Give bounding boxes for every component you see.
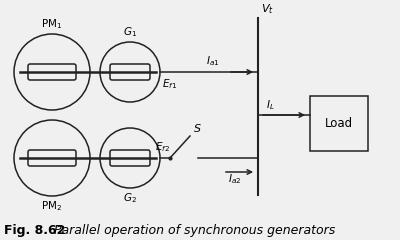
Text: PM$_1$: PM$_1$	[41, 17, 63, 31]
Text: $S$: $S$	[193, 122, 202, 134]
Text: $G_2$: $G_2$	[123, 191, 137, 205]
Text: Parallel operation of synchronous generators: Parallel operation of synchronous genera…	[42, 224, 335, 237]
Text: PM$_2$: PM$_2$	[42, 199, 62, 213]
Text: Load: Load	[325, 117, 353, 130]
Text: Fig. 8.62: Fig. 8.62	[4, 224, 65, 237]
Text: $G_1$: $G_1$	[123, 25, 137, 39]
Text: $E_{f1}$: $E_{f1}$	[162, 77, 177, 91]
Text: $I_L$: $I_L$	[266, 98, 275, 112]
Text: $V_t$: $V_t$	[261, 2, 274, 16]
Text: $I_{a2}$: $I_{a2}$	[228, 172, 241, 186]
Text: $I_{a1}$: $I_{a1}$	[206, 54, 220, 68]
Text: $E_{f2}$: $E_{f2}$	[155, 140, 170, 154]
